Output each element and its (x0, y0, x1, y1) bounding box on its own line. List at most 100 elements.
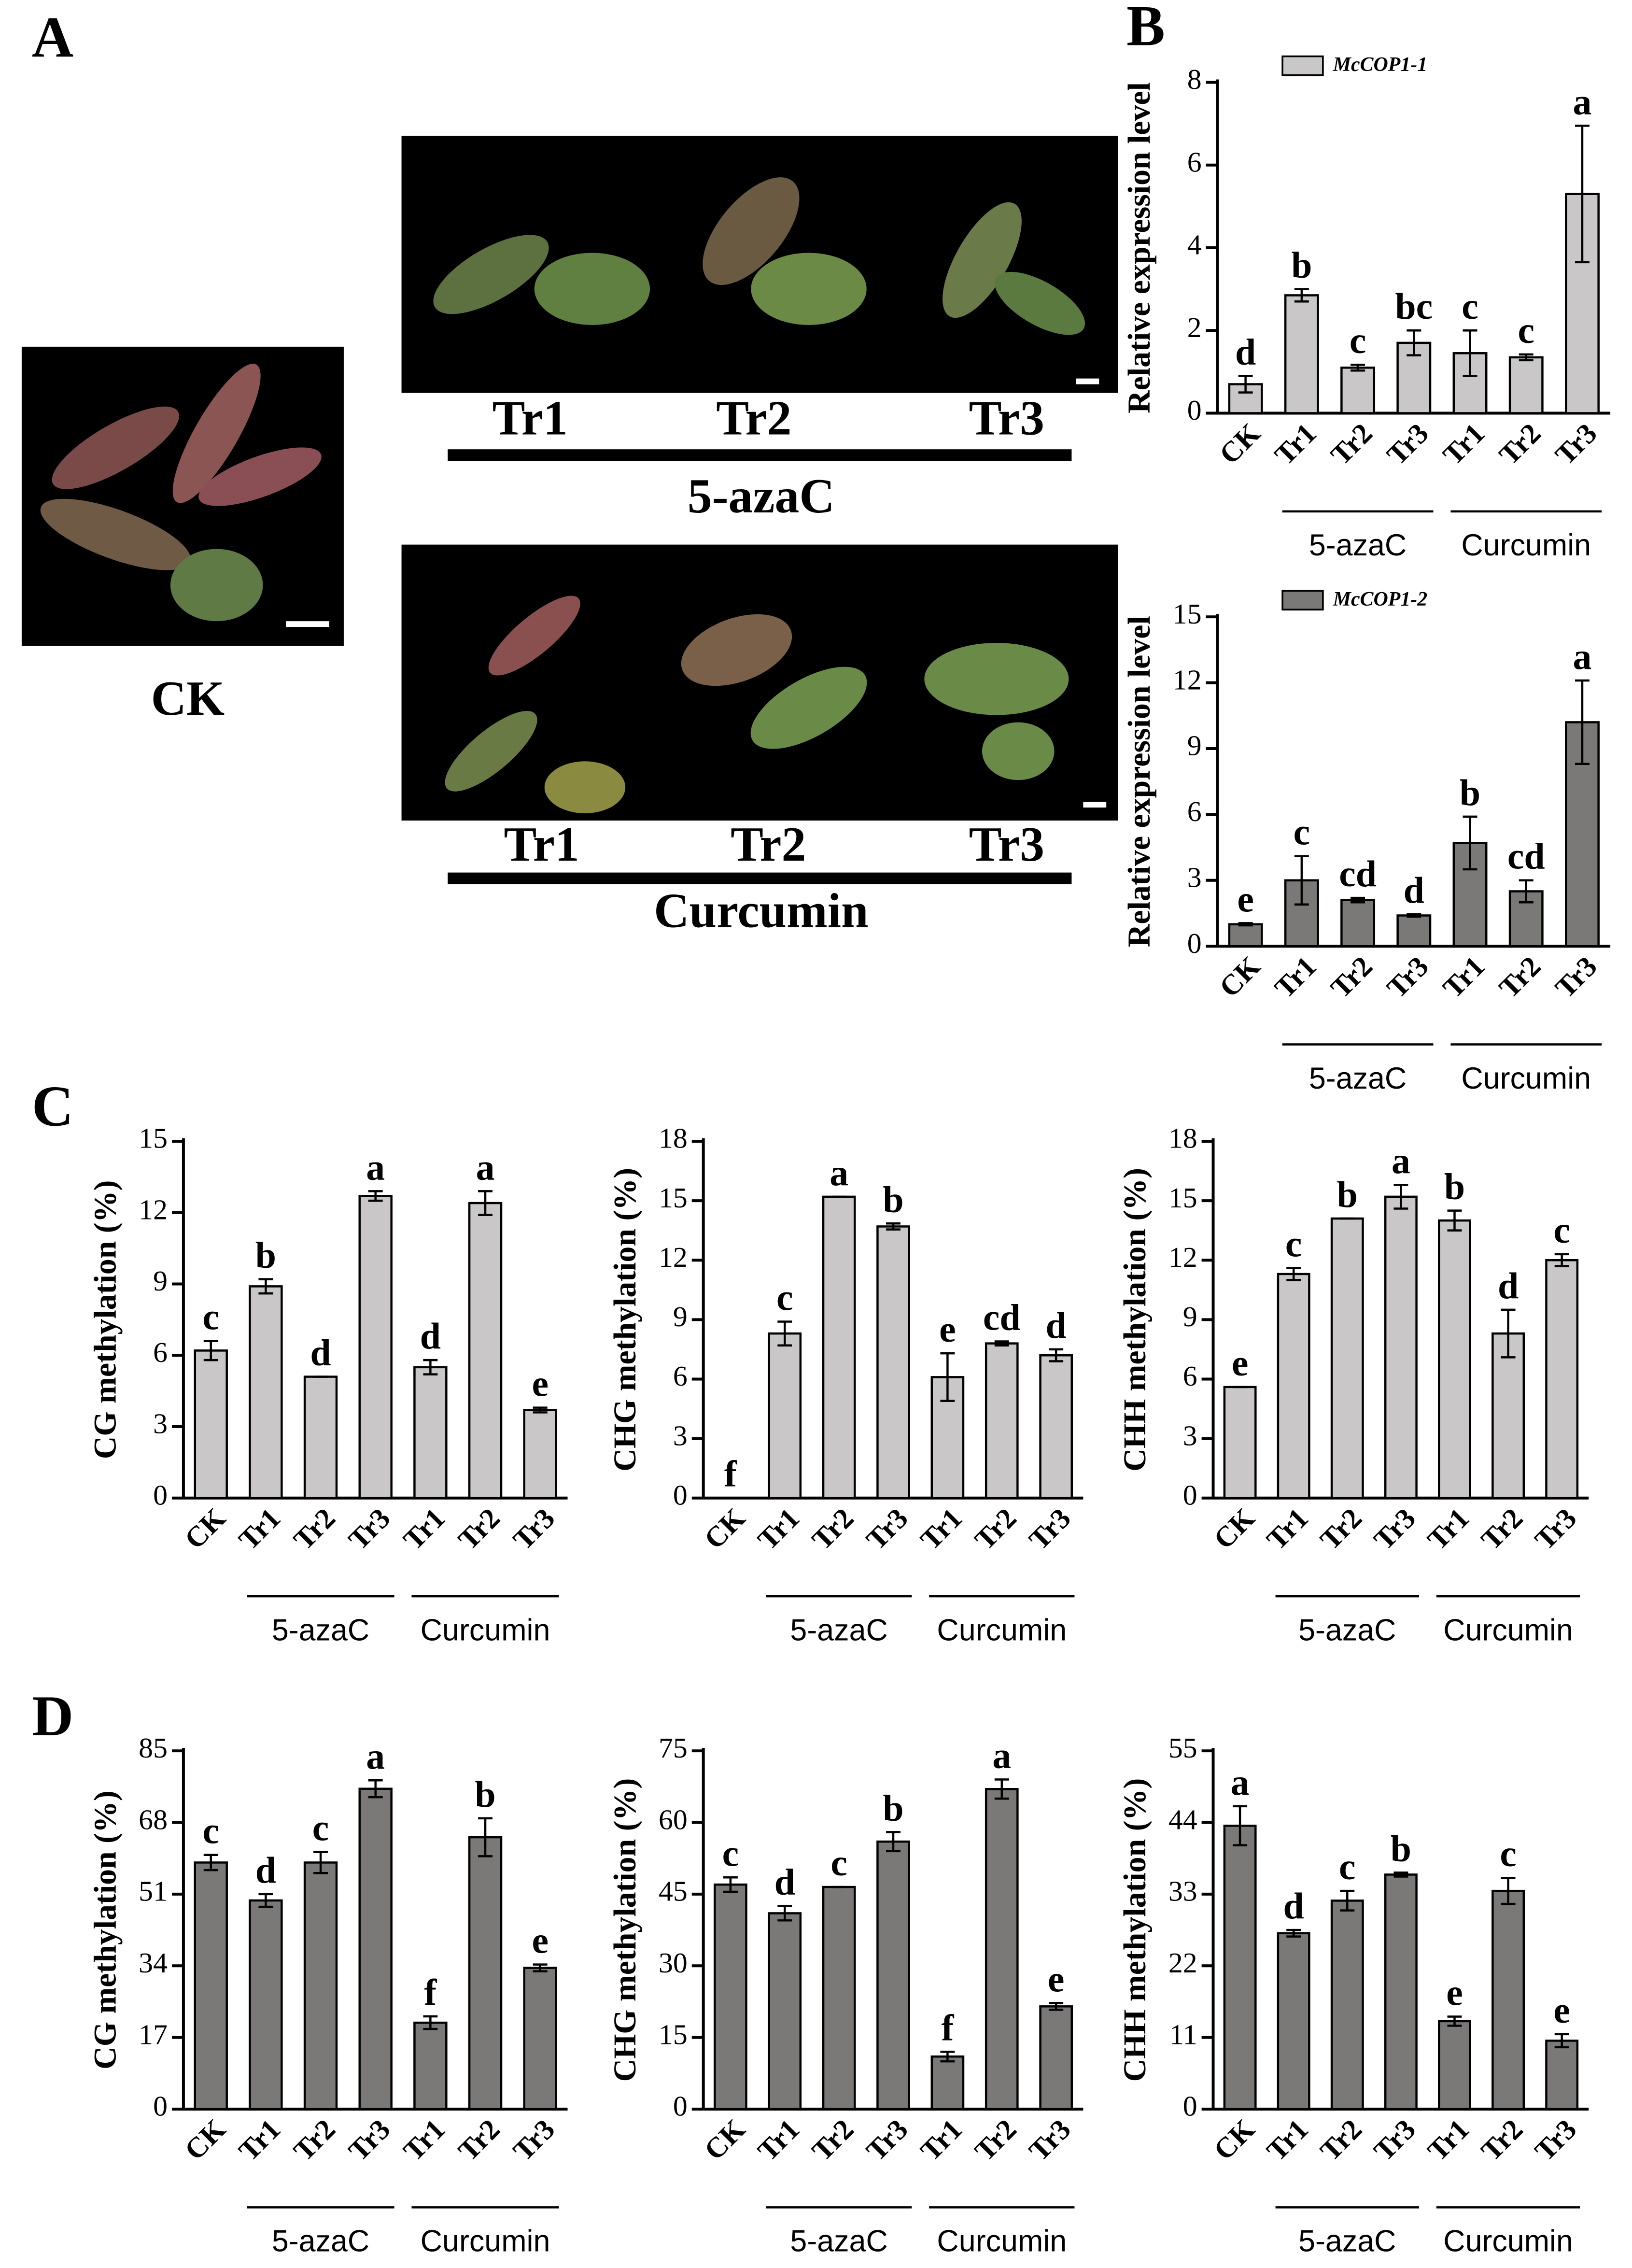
y-tick-label: 12 (659, 1241, 688, 1273)
bar (1396, 914, 1432, 948)
y-tick-label: 8 (1187, 63, 1202, 95)
bar (1491, 1889, 1525, 2111)
x-tick-label: CK (1213, 950, 1266, 1003)
y-tick-label: 6 (1187, 795, 1202, 827)
x-tick-label: Tr1 (397, 1502, 451, 1556)
legend-swatch (1281, 55, 1324, 76)
x-tick-label: Tr3 (1529, 1502, 1583, 1556)
group-label: 5-azaC (272, 1614, 369, 1647)
bar (413, 1366, 448, 1499)
error-bar (1519, 353, 1534, 362)
bar (1330, 1217, 1364, 1499)
y-tick-label: 75 (659, 1732, 688, 1764)
x-tick-label: Tr1 (751, 2113, 805, 2167)
photo-label: Tr3 (969, 817, 1044, 871)
significance-letter: a (366, 1146, 385, 1188)
significance-letter: a (992, 1735, 1011, 1776)
significance-letter: cd (1339, 853, 1377, 894)
x-tick-label: Tr2 (1314, 2113, 1368, 2167)
bar (822, 1885, 856, 2111)
photo-azac (401, 136, 1118, 393)
bar (876, 1840, 910, 2111)
error-bar (1393, 1184, 1408, 1210)
error-bar (994, 1340, 1009, 1347)
x-tick-label: Tr3 (342, 1502, 396, 1556)
y-tick-label: 22 (1168, 1947, 1197, 1979)
significance-letter: d (310, 1332, 331, 1374)
significance-letter: d (255, 1849, 276, 1891)
y-axis-label: CG methylation (%) (87, 1180, 123, 1459)
y-tick-label: 3 (1183, 1419, 1197, 1451)
y-tick-label: 0 (1183, 2090, 1197, 2122)
significance-letter: b (475, 1773, 495, 1815)
bar (1228, 923, 1263, 948)
y-tick-label: 12 (1168, 1241, 1197, 1273)
error-bar (886, 1831, 900, 1853)
error-bar (1049, 1348, 1064, 1362)
error-bar (1407, 913, 1421, 918)
y-axis-label: CHH methylation (%) (1117, 1778, 1153, 2082)
bar (413, 2021, 448, 2111)
error-bar (1519, 879, 1534, 904)
bar (1438, 1219, 1471, 1499)
y-tick-label: 0 (153, 2090, 168, 2122)
y-axis-label: Relative expression level (1122, 616, 1157, 947)
group-label: 5-azaC (1298, 2225, 1396, 2258)
significance-letter: d (1283, 1885, 1304, 1927)
y-tick-label: 15 (1168, 1182, 1197, 1214)
x-tick-label: Tr2 (1475, 2113, 1529, 2167)
bar (985, 1788, 1019, 2111)
error-bar (1233, 1805, 1248, 1846)
y-tick-label: 0 (673, 2090, 688, 2122)
x-tick-label: Tr2 (969, 2113, 1023, 2167)
error-bar (258, 1278, 273, 1295)
y-tick-label: 45 (659, 1875, 688, 1907)
x-tick-label: Tr2 (806, 1502, 860, 1556)
photo-label: CK (151, 671, 225, 725)
y-axis-label: CG methylation (%) (87, 1790, 123, 2070)
x-tick-label: Tr3 (507, 1502, 561, 1556)
y-tick-label: 6 (153, 1336, 168, 1368)
significance-letter: f (424, 1971, 437, 2013)
significance-letter: e (1237, 878, 1254, 920)
group-label: 5-azaC (790, 1614, 887, 1647)
error-bar (1501, 1308, 1516, 1359)
legend-label: McCOP1-2 (1333, 588, 1427, 610)
group-label: Curcumin (1443, 2225, 1573, 2258)
bar (1039, 1354, 1073, 1499)
y-tick-label: 60 (659, 1803, 688, 1835)
x-tick-label: Tr3 (1368, 1502, 1422, 1556)
error-bar (1463, 815, 1477, 871)
y-tick-label: 4 (1187, 229, 1202, 261)
significance-letter: e (939, 1308, 956, 1350)
error-bar (423, 2015, 438, 2030)
significance-letter: c (1285, 1223, 1302, 1265)
y-tick-label: 15 (1173, 598, 1202, 630)
error-bar (1575, 679, 1590, 765)
error-bar (203, 1340, 218, 1361)
x-tick-label: CK (1208, 2113, 1261, 2166)
y-tick-label: 3 (1187, 862, 1202, 893)
x-tick-label: Tr1 (233, 2113, 287, 2167)
significance-letter: a (1573, 81, 1592, 122)
bar (249, 1899, 283, 2111)
y-tick-label: 12 (139, 1193, 168, 1225)
bar (1340, 367, 1376, 414)
y-tick-label: 9 (1187, 730, 1202, 762)
significance-letter: cd (1507, 836, 1545, 877)
x-tick-label: Tr3 (507, 2113, 561, 2167)
bar (822, 1195, 856, 1499)
error-bar (1501, 1876, 1516, 1905)
error-bar (368, 1779, 383, 1799)
error-bar (1294, 288, 1309, 303)
y-tick-label: 0 (1187, 394, 1202, 426)
x-tick-label: CK (178, 1502, 231, 1555)
x-tick-label: Tr2 (287, 2113, 341, 2167)
x-tick-label: CK (1208, 1502, 1261, 1555)
y-axis-label: CHG methylation (%) (607, 1778, 643, 2082)
group-label: Curcumin (1443, 1614, 1573, 1647)
x-tick-label: Tr1 (1268, 417, 1322, 471)
significance-letter: d (1046, 1304, 1067, 1346)
x-tick-label: Tr3 (1380, 950, 1435, 1004)
